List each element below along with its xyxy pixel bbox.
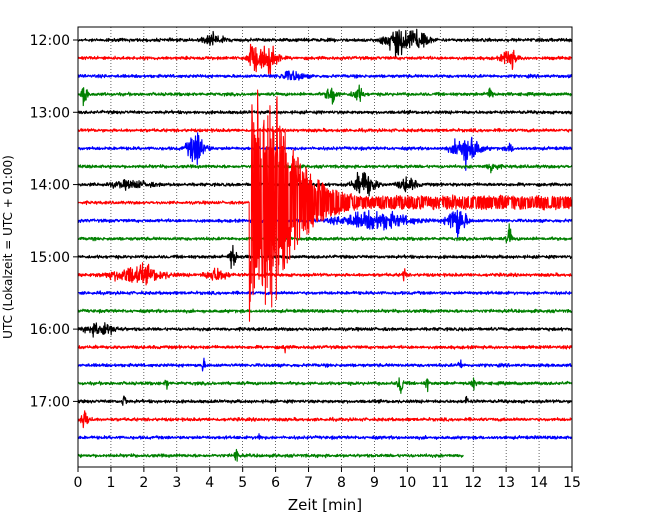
trace-1600: [78, 322, 572, 338]
trace-1430: [78, 209, 572, 239]
x-tick-label: 5: [238, 475, 247, 491]
trace-1645: [78, 377, 572, 394]
trace-1230: [78, 70, 572, 81]
x-tick-label: 1: [106, 475, 115, 491]
trace-1700: [78, 395, 572, 406]
x-tick-label: 7: [304, 475, 313, 491]
x-tick-label: 6: [271, 475, 280, 491]
trace-1300: [78, 109, 572, 115]
x-tick-label: 10: [398, 475, 416, 491]
x-tick-label: 14: [530, 475, 548, 491]
y-tick-label: 17:00: [30, 394, 70, 410]
trace-1315: [78, 127, 572, 133]
y-axis-ticks: 12:00 13:00 14:00 15:00 16:00 17:00: [30, 33, 78, 410]
trace-1345: [78, 163, 572, 174]
trace-1630: [78, 357, 572, 372]
trace-1530: [78, 290, 572, 296]
trace-1415: [78, 89, 572, 322]
trace-1400: [78, 171, 572, 197]
x-axis-ticks: 0 1 2 3 4 5 6 7 8 9 10 11 12 13 14 15: [74, 467, 581, 491]
y-axis-label: UTC (Lokalzeit = UTC + 01:00): [1, 155, 15, 339]
trace-1615: [78, 344, 572, 354]
trace-1500: [78, 244, 572, 269]
trace-1545: [78, 308, 572, 314]
x-tick-label: 13: [497, 475, 515, 491]
trace-1745: [78, 448, 464, 462]
trace-1715: [78, 410, 572, 429]
y-tick-label: 14:00: [30, 178, 70, 194]
y-tick-label: 13:00: [30, 105, 70, 121]
trace-1445: [78, 223, 572, 244]
y-tick-label: 15:00: [30, 250, 70, 266]
trace-1330: [78, 132, 572, 171]
x-tick-label: 12: [464, 475, 482, 491]
trace-1730: [78, 433, 572, 441]
plot-frame: [77, 26, 573, 468]
x-tick-label: 8: [337, 475, 346, 491]
trace-1200: [78, 28, 572, 58]
x-tick-label: 9: [370, 475, 379, 491]
y-tick-label: 16:00: [30, 322, 70, 338]
x-tick-label: 15: [563, 475, 581, 491]
x-axis-label: Zeit [min]: [288, 496, 362, 514]
x-tick-label: 2: [139, 475, 148, 491]
y-tick-label: 12:00: [30, 33, 70, 49]
trace-1215: [78, 43, 572, 78]
trace-1245: [78, 84, 572, 107]
x-tick-label: 3: [172, 475, 181, 491]
trace-1515: [78, 262, 572, 286]
trace-group: [78, 28, 572, 462]
x-tick-label: 0: [74, 475, 83, 491]
x-tick-label: 4: [205, 475, 214, 491]
x-tick-label: 11: [431, 475, 449, 491]
